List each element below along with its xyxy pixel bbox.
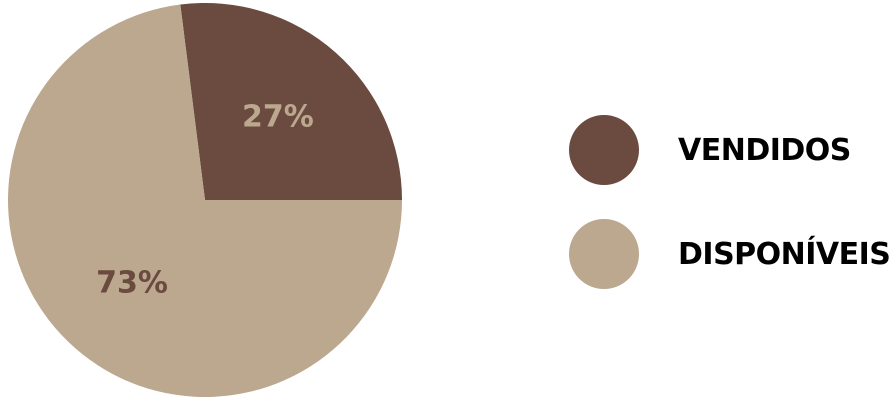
pie-slice-vendidos xyxy=(180,3,402,201)
pie-slice-dispon-veis xyxy=(7,4,402,397)
pie-label-vendidos: 27% xyxy=(242,100,314,135)
legend-item-disponiveis: DISPONÍVEIS xyxy=(569,219,893,289)
pie-chart: 27% 73% xyxy=(7,3,402,397)
legend-swatch-disponiveis xyxy=(569,219,639,289)
pie-label-dispon-veis: 73% xyxy=(96,265,168,300)
legend-swatch-vendidos xyxy=(569,115,639,185)
legend-item-vendidos: VENDIDOS xyxy=(569,115,893,185)
legend-label-vendidos: VENDIDOS xyxy=(678,132,851,168)
legend: VENDIDOS DISPONÍVEIS xyxy=(569,115,893,323)
legend-label-disponiveis: DISPONÍVEIS xyxy=(678,236,891,272)
